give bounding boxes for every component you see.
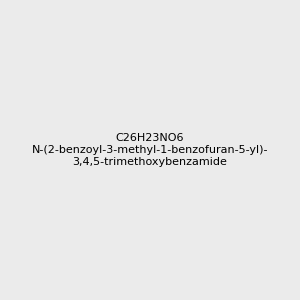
Text: C26H23NO6
N-(2-benzoyl-3-methyl-1-benzofuran-5-yl)-
3,4,5-trimethoxybenzamide: C26H23NO6 N-(2-benzoyl-3-methyl-1-benzof… — [32, 134, 268, 166]
